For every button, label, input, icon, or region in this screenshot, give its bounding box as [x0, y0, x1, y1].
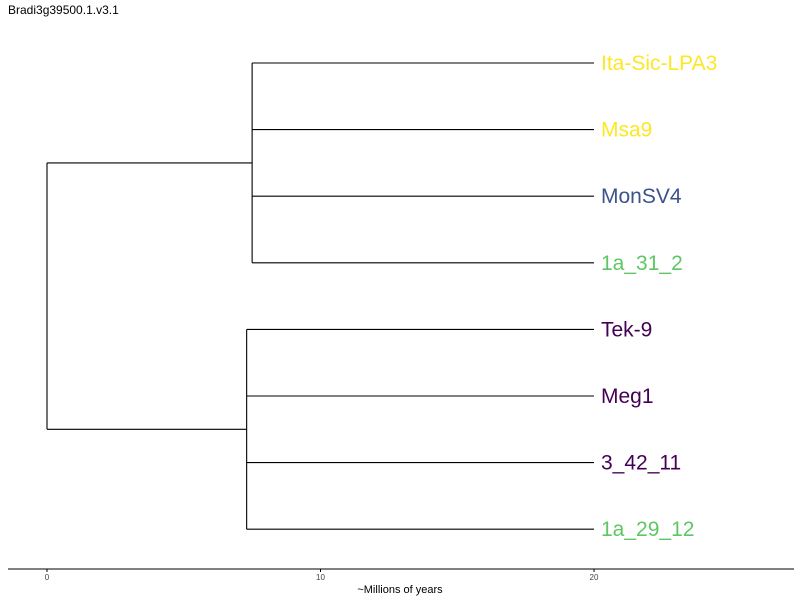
leaf-label: Ita-Sic-LPA3	[601, 52, 717, 75]
leaf-label: 3_42_11	[601, 452, 681, 475]
leaf-label: Tek-9	[601, 318, 652, 341]
x-axis-title: ~Millions of years	[357, 584, 443, 596]
x-axis-tick-label: 20	[590, 573, 599, 582]
leaf-label: MonSV4	[601, 185, 682, 208]
x-axis-tick-label: 0	[45, 573, 50, 582]
figure-title: Bradi3g39500.1.v3.1	[8, 3, 119, 17]
leaf-label: Msa9	[601, 119, 652, 142]
leaf-label: 1a_31_2	[601, 252, 683, 275]
leaf-label: 1a_29_12	[601, 518, 694, 541]
x-axis-tick-label: 10	[316, 573, 325, 582]
leaf-label: Meg1	[601, 385, 654, 408]
